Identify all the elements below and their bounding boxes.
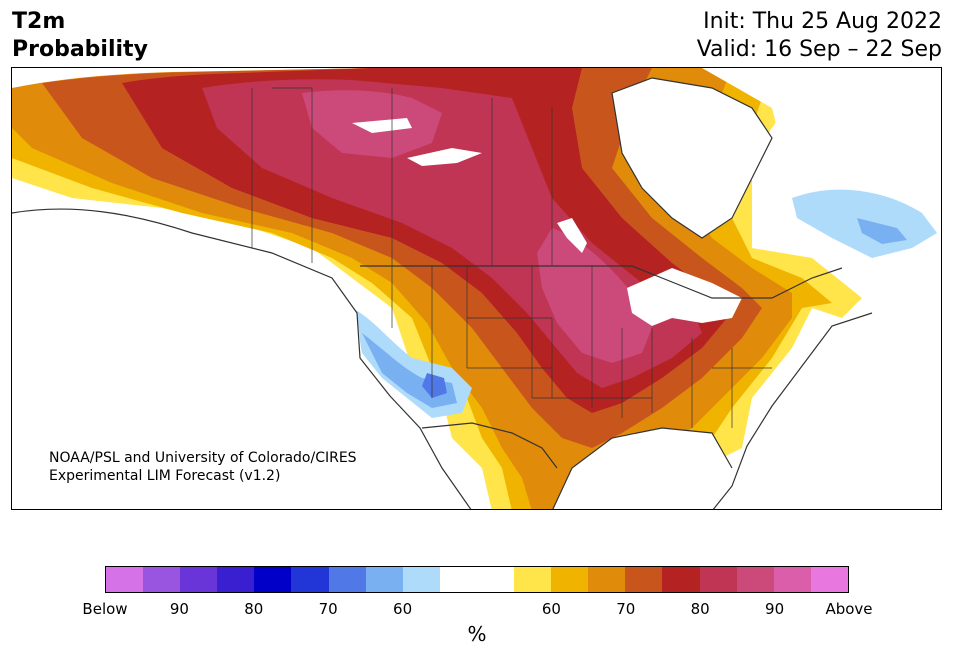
lake-winnipeg xyxy=(557,218,587,253)
east-coastline xyxy=(712,312,873,509)
colorbar-segment xyxy=(662,567,700,592)
colorbar-segment xyxy=(551,567,589,592)
colorbar-tick-label: 90 xyxy=(169,600,189,618)
boundaries xyxy=(12,77,873,509)
title-right: Init: Thu 25 Aug 2022 Valid: 16 Sep – 22… xyxy=(697,8,942,64)
below-65-area-east xyxy=(857,218,907,244)
credit-line-2: Experimental LIM Forecast (v1.2) xyxy=(49,468,281,484)
colorbar-tick-label: 70 xyxy=(318,600,338,618)
gulf-of-mexico xyxy=(552,428,732,509)
great-slave-lake xyxy=(352,118,412,133)
colorbar-segment xyxy=(625,567,663,592)
colorbar-segment xyxy=(476,567,515,592)
init-date: Init: Thu 25 Aug 2022 xyxy=(703,9,942,34)
colorbar-segment xyxy=(365,567,403,592)
colorbar-segment xyxy=(254,567,292,592)
colorbar-segment xyxy=(514,567,552,592)
below-75-area-west xyxy=(422,373,447,398)
colorbar-tick-label: 80 xyxy=(690,600,710,618)
colorbar-segment xyxy=(143,567,181,592)
above-normal-shading xyxy=(12,68,862,509)
colorbar-tick-label: 90 xyxy=(765,600,785,618)
colorbar xyxy=(105,566,849,593)
colorbar-segment xyxy=(180,567,218,592)
gulf-coastline xyxy=(552,427,733,509)
canada-province-lines xyxy=(251,87,553,266)
title-product: Probability xyxy=(12,37,148,62)
colorbar-segment xyxy=(699,567,737,592)
credit-line-1: NOAA/PSL and University of Colorado/CIRE… xyxy=(49,450,357,466)
colorbar-segment xyxy=(736,567,774,592)
map-canvas xyxy=(12,68,941,509)
below-normal-shading xyxy=(352,189,937,418)
title-variable: T2m xyxy=(12,9,66,34)
colorbar-segment xyxy=(773,567,811,592)
us-canada-border xyxy=(360,265,843,299)
colorbar-segment xyxy=(588,567,626,592)
colorbar-segment xyxy=(291,567,329,592)
colorbar-tick-label: Above xyxy=(825,600,873,618)
colorbar-segment xyxy=(810,567,848,592)
colorbar-tick-label: 70 xyxy=(616,600,636,618)
colorbar-tick-label: 60 xyxy=(393,600,413,618)
colorbar-segment xyxy=(402,567,440,592)
hudson-bay-coast xyxy=(611,77,773,239)
lake-athabasca xyxy=(407,148,482,166)
colorbar-segment xyxy=(439,567,477,592)
valid-period: Valid: 16 Sep – 22 Sep xyxy=(696,37,942,62)
colorbar-segment xyxy=(328,567,366,592)
great-lakes xyxy=(627,268,742,326)
colorbar-tick-label: 60 xyxy=(541,600,561,618)
us-mexico-border xyxy=(421,422,558,469)
colorbar-units: % xyxy=(467,622,487,646)
title-left: T2m Probability xyxy=(12,8,148,64)
colorbar-tick-label: 80 xyxy=(244,600,264,618)
credit-text: NOAA/PSL and University of Colorado/CIRE… xyxy=(49,449,357,485)
colorbar-segment xyxy=(217,567,255,592)
pacific-ocean xyxy=(12,214,471,509)
state-lines xyxy=(391,266,772,428)
prob-90-area xyxy=(302,90,652,363)
forecast-map xyxy=(11,67,942,510)
west-coastline xyxy=(12,208,472,509)
colorbar-segment xyxy=(106,567,144,592)
arctic-northeast xyxy=(702,68,941,208)
atlantic-ocean xyxy=(713,298,941,509)
colorbar-tick-label: Below xyxy=(82,600,128,618)
